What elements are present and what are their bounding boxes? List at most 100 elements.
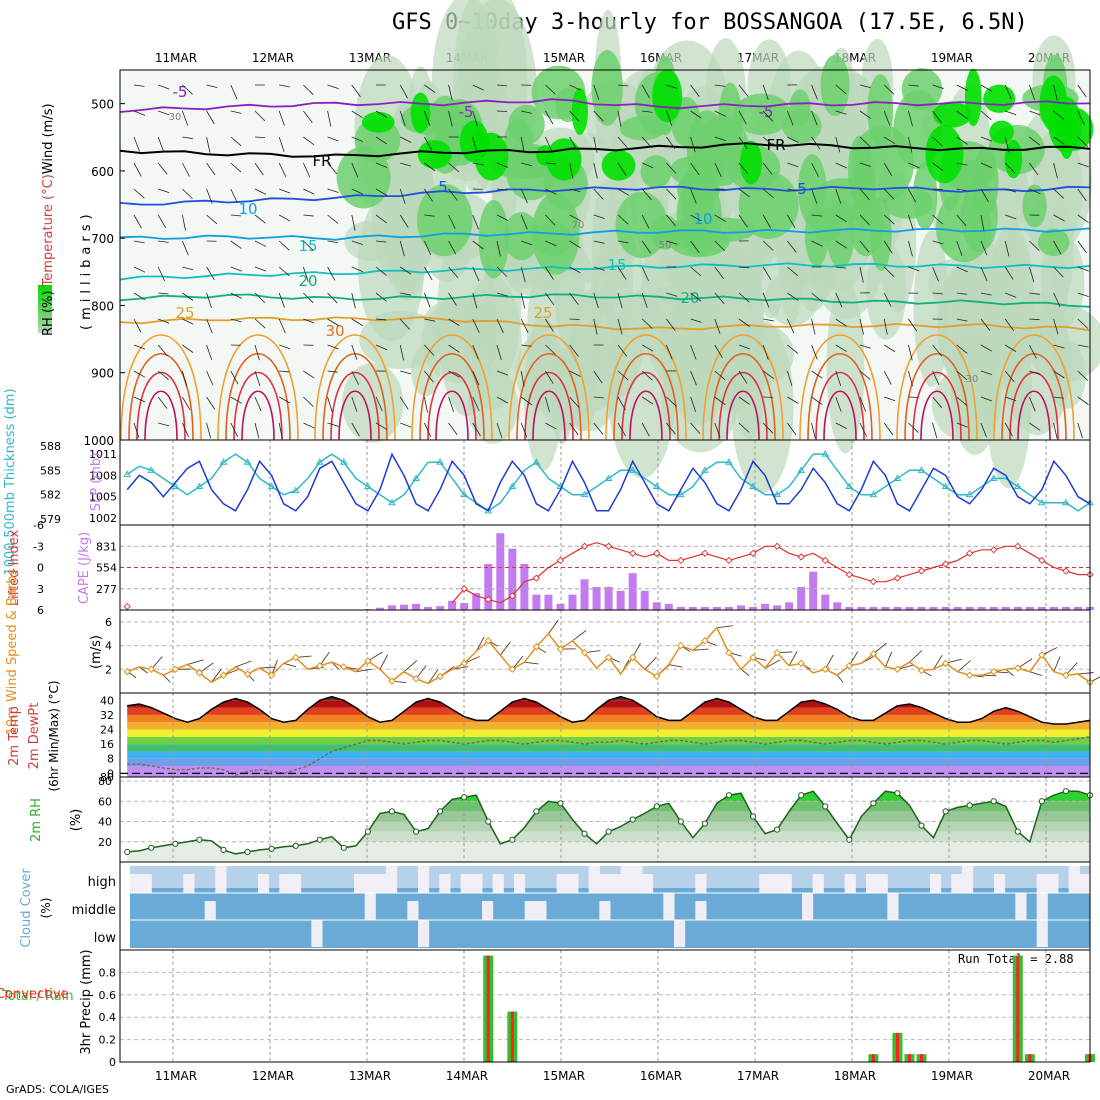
wind-barb bbox=[448, 266, 459, 278]
wind-barb bbox=[824, 654, 834, 670]
wind-barb bbox=[182, 110, 189, 126]
wind-barb bbox=[545, 266, 554, 280]
wind-barb bbox=[472, 292, 478, 309]
wind-barb bbox=[811, 240, 823, 247]
wind-barb bbox=[980, 136, 993, 142]
cape-bar bbox=[592, 586, 601, 610]
wind-barb bbox=[375, 422, 388, 430]
wind-barb bbox=[351, 344, 358, 360]
wind-barb bbox=[472, 136, 478, 153]
wind-barb bbox=[133, 240, 145, 244]
temp-contour-warm bbox=[920, 390, 954, 441]
temp-contour-warm bbox=[815, 371, 865, 441]
wind-barb bbox=[1029, 671, 1042, 677]
temp-contour-warm bbox=[330, 371, 380, 441]
wind-barb bbox=[569, 214, 581, 222]
rh-shade bbox=[1040, 234, 1085, 328]
wind-barb bbox=[230, 162, 242, 173]
y-tick-temp: 24 bbox=[100, 724, 114, 737]
wind-barb bbox=[182, 344, 194, 353]
wind-barb bbox=[787, 110, 794, 126]
wind-barb bbox=[762, 292, 770, 308]
wind-barb bbox=[133, 214, 142, 229]
wind-barb bbox=[787, 292, 799, 301]
y-tick-pressure: 800 bbox=[91, 299, 114, 313]
contour-label: 30 bbox=[325, 322, 344, 340]
wind-barb bbox=[157, 370, 169, 380]
cape-bar bbox=[821, 594, 830, 610]
wind-barb bbox=[641, 214, 650, 229]
wind-barb bbox=[1053, 110, 1065, 120]
cape-bar bbox=[833, 602, 842, 610]
precip-convective-bar bbox=[486, 955, 490, 1062]
wind-barb bbox=[1004, 136, 1010, 153]
wind-barb bbox=[908, 266, 920, 272]
precip-convective-bar bbox=[895, 1032, 899, 1062]
cape-bar bbox=[941, 606, 950, 610]
rh-shade bbox=[870, 197, 892, 272]
wind-barb bbox=[980, 240, 988, 256]
wind-barb bbox=[617, 292, 623, 309]
wind-barb bbox=[593, 240, 605, 244]
wind-barb bbox=[496, 318, 504, 334]
wind-barb bbox=[1077, 672, 1094, 675]
wind-barb bbox=[1005, 214, 1017, 220]
wind-barb bbox=[230, 318, 242, 323]
wind-barb bbox=[254, 422, 260, 439]
ylabel-text: (6hr Min/Max) (°C) bbox=[47, 680, 61, 791]
wind-barb bbox=[472, 370, 480, 386]
ylabel-text: 1000-500mb Thickness (dm) bbox=[3, 388, 18, 575]
wind-barb bbox=[448, 84, 453, 101]
wind-speed-point bbox=[1014, 664, 1022, 672]
rh-point bbox=[533, 808, 540, 815]
cloud-gap bbox=[311, 920, 323, 947]
temp-contour-warm bbox=[613, 352, 679, 441]
contour-label: 15 bbox=[607, 256, 626, 274]
wind-barb bbox=[859, 370, 871, 380]
wind-barb bbox=[738, 396, 750, 405]
wind-barb bbox=[182, 318, 194, 325]
contour-label: -5 bbox=[173, 83, 188, 101]
thickness-point bbox=[219, 458, 228, 465]
wind-barb bbox=[811, 292, 823, 302]
y-tick-thickness: 585 bbox=[40, 464, 61, 477]
rh-band bbox=[127, 831, 1090, 842]
wind-barb bbox=[980, 396, 993, 402]
wind-barb bbox=[690, 162, 700, 176]
lifted-index-point bbox=[580, 542, 589, 550]
rh-contour-label: 50 bbox=[659, 240, 672, 251]
rh-shade bbox=[410, 92, 431, 133]
wind-speed-point bbox=[388, 677, 396, 685]
wind-speed-point bbox=[267, 671, 276, 679]
y-tick-thickness: 579 bbox=[40, 513, 61, 526]
temp-contour-warm bbox=[807, 352, 873, 441]
cloud-gap bbox=[1036, 893, 1048, 920]
wind-barb bbox=[859, 84, 871, 89]
wind-barb bbox=[254, 240, 267, 247]
wind-barb bbox=[279, 396, 291, 404]
temp-contour-warm bbox=[120, 334, 202, 441]
cape-bar bbox=[977, 606, 986, 610]
wind-barb bbox=[569, 162, 574, 179]
wind-barb bbox=[496, 422, 503, 438]
temp-band bbox=[127, 744, 1090, 752]
wind-barb bbox=[762, 162, 773, 175]
wind-barb bbox=[569, 110, 580, 122]
ylabel-slp: SLP (mb) bbox=[89, 453, 104, 512]
wind-barb bbox=[835, 318, 847, 327]
wind-barb bbox=[908, 84, 919, 87]
wind-barb bbox=[182, 422, 189, 438]
ylabel-part: Wind (m/s) bbox=[41, 103, 56, 174]
y-tick-rh: 20 bbox=[98, 836, 112, 849]
wind-barb bbox=[303, 370, 315, 379]
rh-point bbox=[364, 828, 372, 835]
wind-barb bbox=[1077, 162, 1089, 168]
wind-barb bbox=[303, 240, 314, 251]
wind-barb bbox=[932, 110, 942, 123]
wind-barb bbox=[496, 370, 509, 376]
wind-barb bbox=[1029, 162, 1039, 176]
wind-barb bbox=[1053, 188, 1064, 199]
rh-shade bbox=[925, 125, 964, 184]
wind-barb bbox=[230, 110, 242, 114]
wind-barb bbox=[714, 240, 725, 252]
